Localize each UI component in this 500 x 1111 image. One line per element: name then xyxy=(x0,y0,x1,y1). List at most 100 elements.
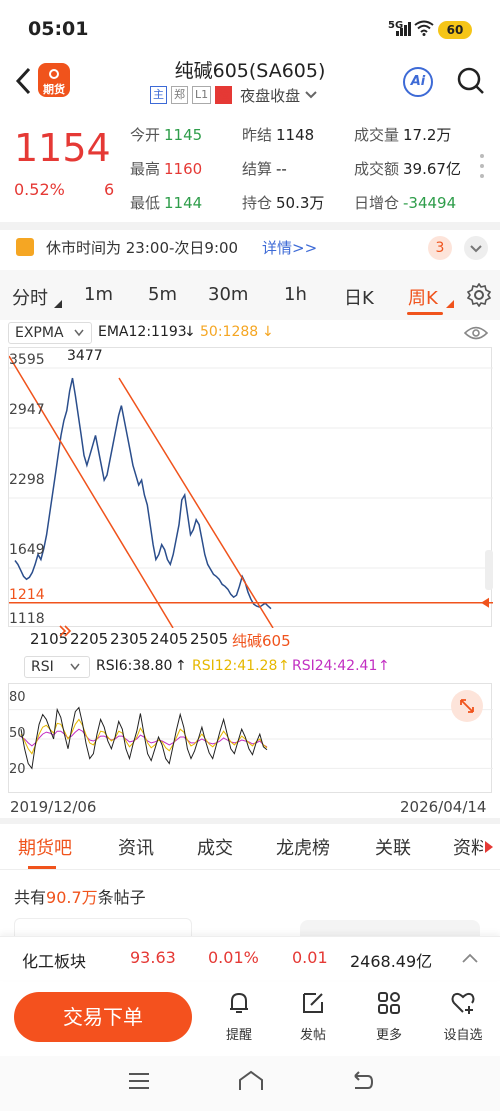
rsi12-arrow: ↑ xyxy=(278,658,290,674)
turnover-cell: 成交额 39.67亿 xyxy=(354,158,461,179)
fullscreen-button[interactable] xyxy=(451,690,483,722)
session-status[interactable]: 夜盘收盘 xyxy=(240,86,301,105)
post-button[interactable]: 发帖 xyxy=(288,990,338,1043)
price-chart[interactable]: 3595 2947 2298 1649 1214 1118 3477 xyxy=(8,347,493,629)
remind-label: 提醒 xyxy=(225,1028,252,1043)
chart-scroll-handle[interactable] xyxy=(485,550,493,590)
sector-bar[interactable]: 化工板块 93.63 0.01% 0.01 2468.49亿 xyxy=(0,936,500,980)
date-start: 2019/12/06 xyxy=(10,798,97,816)
details-link[interactable]: 详情>> xyxy=(262,239,318,257)
tab-profile[interactable]: 资料 xyxy=(453,838,483,859)
prev-settle-value: 1148 xyxy=(276,126,315,144)
gear-icon[interactable] xyxy=(467,283,491,307)
tab-trades[interactable]: 成交 xyxy=(197,838,233,859)
settle-label: 结算 xyxy=(242,160,273,178)
post-label: 发帖 xyxy=(299,1028,326,1043)
daily-oi-change-label: 日增仓 xyxy=(354,194,400,212)
date-end: 2026/04/14 xyxy=(400,798,487,816)
open-interest-label: 持仓 xyxy=(242,194,273,212)
x-tick-label: 2305 xyxy=(110,630,149,648)
main-indicator-select[interactable]: EXPMA xyxy=(8,322,92,344)
chevron-down-icon[interactable] xyxy=(304,90,318,100)
ai-assistant-button[interactable]: Ai xyxy=(403,67,433,97)
rsi-tick-label: 50 xyxy=(9,726,26,741)
back-icon[interactable] xyxy=(12,66,36,96)
price-line-label: 1214 xyxy=(9,587,45,603)
tag-main: 主 xyxy=(150,86,167,104)
tab-30m[interactable]: 30m xyxy=(208,284,249,305)
grid-icon xyxy=(378,992,400,1014)
settle-cell: 结算 -- xyxy=(242,158,287,179)
expand-icon xyxy=(460,699,474,713)
tab-news[interactable]: 资讯 xyxy=(118,838,154,859)
price-change: 6 xyxy=(104,180,115,199)
daily-oi-change-cell: 日增仓 -34494 xyxy=(354,192,456,213)
rsi6-arrow: ↑ xyxy=(175,658,187,674)
place-order-button[interactable]: 交易下单 xyxy=(14,992,192,1042)
turnover-label: 成交额 xyxy=(354,160,400,178)
rsi-chart[interactable]: 80 50 20 xyxy=(8,683,493,793)
trend-channel-line[interactable] xyxy=(8,355,174,629)
tab-5m[interactable]: 5m xyxy=(148,284,177,305)
status-time: 05:01 xyxy=(28,18,89,40)
active-tab-indicator xyxy=(407,312,443,315)
y-tick-label: 3595 xyxy=(9,352,45,368)
tag-risk: 险 xyxy=(215,86,233,104)
tab-1h[interactable]: 1h xyxy=(284,284,307,305)
add-watchlist-button[interactable]: 设自选 xyxy=(438,990,488,1043)
price-line-marker xyxy=(481,597,489,608)
open-interest-cell: 持仓 50.3万 xyxy=(242,192,324,213)
expand-button[interactable] xyxy=(464,236,488,260)
filter-chip[interactable] xyxy=(300,920,480,936)
scroll-right-icon[interactable] xyxy=(484,840,494,854)
more-dots-icon[interactable] xyxy=(480,154,484,184)
eye-icon[interactable] xyxy=(464,324,488,342)
high-value: 1160 xyxy=(164,160,203,178)
tab-daily[interactable]: 日K xyxy=(344,288,374,309)
tab-related[interactable]: 关联 xyxy=(375,838,411,859)
filter-chip[interactable] xyxy=(14,918,192,936)
daily-oi-change-value: -34494 xyxy=(403,194,457,212)
dropdown-corner-icon xyxy=(54,300,62,308)
tag-exchange: 郑 xyxy=(171,86,188,104)
more-label: 更多 xyxy=(375,1028,402,1043)
tab-forum[interactable]: 期货吧 xyxy=(18,838,72,859)
more-button[interactable]: 更多 xyxy=(364,990,414,1043)
wifi-icon xyxy=(414,20,434,36)
rsi24-value: RSI24:42.41 xyxy=(292,658,378,674)
tab-weekly[interactable]: 周K xyxy=(408,288,438,309)
menu-icon[interactable] xyxy=(128,1072,150,1090)
edit-icon xyxy=(303,993,323,1013)
period-tabs: 分时 1m 5m 30m 1h 日K 周K xyxy=(0,270,500,320)
rsi24-arrow: ↑ xyxy=(378,658,390,674)
signal-icon xyxy=(396,22,411,36)
remind-button[interactable]: 提醒 xyxy=(214,990,264,1043)
double-chevron-icon[interactable] xyxy=(58,624,72,638)
back-nav-icon[interactable] xyxy=(350,1070,374,1092)
home-icon[interactable] xyxy=(238,1070,264,1092)
search-icon[interactable] xyxy=(456,66,486,96)
tab-intraday[interactable]: 分时 xyxy=(12,288,48,309)
active-tab-indicator xyxy=(28,866,56,869)
turnover-value: 39.67亿 xyxy=(403,160,461,178)
x-tick-label: 2505 xyxy=(190,630,229,648)
chevron-down-icon xyxy=(470,245,482,253)
battery-indicator: 60 xyxy=(438,21,472,39)
tab-leaderboard[interactable]: 龙虎榜 xyxy=(276,838,330,859)
rsi-name: RSI xyxy=(31,659,54,675)
price-chart-svg xyxy=(8,355,493,629)
open-interest-value: 50.3万 xyxy=(276,194,325,212)
settle-value: -- xyxy=(276,160,287,178)
high-label: 最高 xyxy=(130,160,161,178)
dropdown-corner-icon xyxy=(446,300,454,308)
post-count-number: 90.7万 xyxy=(46,888,98,907)
chevron-up-icon[interactable] xyxy=(462,953,478,963)
sector-name: 化工板块 xyxy=(22,952,87,971)
trend-channel-line[interactable] xyxy=(118,377,274,629)
notice-count-badge[interactable]: 3 xyxy=(428,236,452,260)
rsi-indicator-select[interactable]: RSI xyxy=(24,656,90,678)
system-nav-bar xyxy=(0,1056,500,1111)
tab-1m[interactable]: 1m xyxy=(84,284,113,305)
high-cell: 最高 1160 xyxy=(130,158,202,179)
